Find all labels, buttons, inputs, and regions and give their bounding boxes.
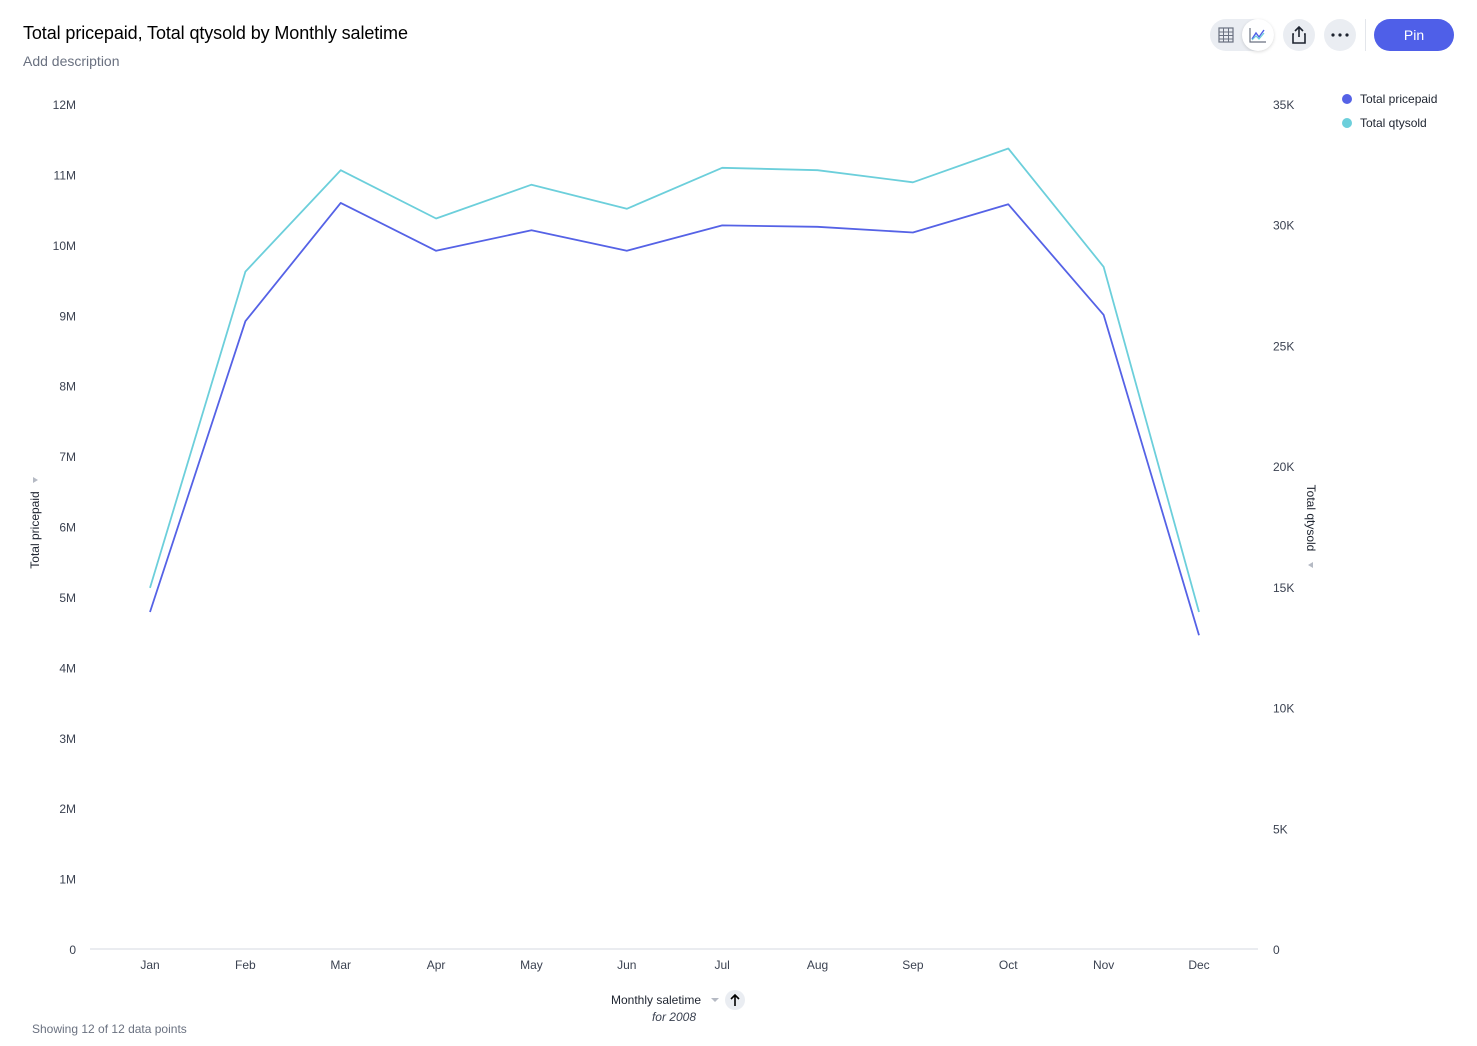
data-point[interactable]: [815, 224, 821, 230]
x-axis-tick-label: Jul: [715, 958, 730, 972]
sort-ascending-icon: [730, 993, 740, 1006]
x-axis-tick-label: Mar: [330, 958, 351, 972]
data-point[interactable]: [815, 167, 821, 173]
y-axis-tick-label: 4M: [59, 661, 76, 675]
y2-axis-tick-label: 25K: [1273, 339, 1294, 353]
x-axis-tick-label: Feb: [235, 958, 256, 972]
series-line-2[interactable]: [149, 147, 1200, 613]
x-axis-tick-label: Apr: [427, 958, 446, 972]
y2-axis-title[interactable]: Total qtysold: [1304, 485, 1318, 552]
y2-axis-tick-label: 15K: [1273, 581, 1294, 595]
y-axis-tick-label: 8M: [59, 380, 76, 394]
data-point[interactable]: [1005, 201, 1011, 207]
data-point[interactable]: [624, 248, 630, 254]
y2-axis-tick-label: 35K: [1273, 98, 1294, 112]
share-icon: [1292, 26, 1306, 44]
pin-button[interactable]: Pin: [1374, 19, 1454, 51]
data-point[interactable]: [1101, 312, 1107, 318]
y-axis-tick-label: 9M: [59, 309, 76, 323]
x-axis-tick-label: May: [520, 958, 543, 972]
x-axis-title[interactable]: Monthly saletime: [611, 993, 701, 1007]
data-point[interactable]: [528, 182, 534, 188]
share-button[interactable]: [1283, 19, 1315, 51]
data-point[interactable]: [433, 248, 439, 254]
x-axis-tick-label: Jan: [140, 958, 159, 972]
toolbar-divider: [1365, 19, 1366, 51]
y2-axis-tick-label: 20K: [1273, 460, 1294, 474]
data-point[interactable]: [719, 165, 725, 171]
data-point[interactable]: [719, 222, 725, 228]
y-axis-tick-label: 3M: [59, 732, 76, 746]
view-toggle[interactable]: [1210, 19, 1274, 51]
add-description-link[interactable]: Add description: [23, 53, 120, 69]
legend-marker: [1342, 94, 1352, 104]
data-point[interactable]: [147, 585, 153, 591]
x-axis-tick-label: Oct: [999, 958, 1018, 972]
y-axis-dropdown-icon[interactable]: [33, 477, 38, 483]
data-point[interactable]: [910, 179, 916, 185]
data-point[interactable]: [147, 609, 153, 615]
y-axis-tick-label: 12M: [53, 98, 76, 112]
y2-axis-tick-label: 5K: [1273, 822, 1288, 836]
data-points-status: Showing 12 of 12 data points: [32, 1022, 187, 1036]
more-icon: [1331, 33, 1349, 37]
x-axis-tick-label: Nov: [1093, 958, 1114, 972]
data-point[interactable]: [1196, 632, 1202, 638]
y2-axis-tick-label: 10K: [1273, 702, 1294, 716]
y-axis-tick-label: 1M: [59, 873, 76, 887]
y2-axis-tick-label: 0: [1273, 943, 1280, 957]
data-point[interactable]: [1196, 609, 1202, 615]
y-axis-tick-label: 10M: [53, 239, 76, 253]
y-axis-tick-label: 7M: [59, 450, 76, 464]
y-axis-tick-label: 11M: [54, 168, 76, 182]
y2-axis-dropdown-icon[interactable]: [1308, 562, 1313, 568]
data-point[interactable]: [338, 200, 344, 206]
data-point[interactable]: [338, 167, 344, 173]
y-axis-tick-label: 5M: [59, 591, 76, 605]
data-point[interactable]: [624, 206, 630, 212]
legend-label[interactable]: Total qtysold: [1360, 116, 1427, 130]
x-axis-tick-label: Sep: [902, 958, 924, 972]
legend-marker: [1342, 118, 1352, 128]
data-point[interactable]: [910, 229, 916, 235]
more-options-button[interactable]: [1324, 19, 1356, 51]
data-point[interactable]: [433, 215, 439, 221]
chart-title: Total pricepaid, Total qtysold by Monthl…: [23, 23, 408, 43]
data-point[interactable]: [242, 318, 248, 324]
y-axis-tick-label: 2M: [59, 802, 76, 816]
chart-view-button[interactable]: [1242, 19, 1274, 51]
chart-view-icon: [1249, 28, 1266, 43]
x-axis-dropdown-icon[interactable]: [711, 998, 719, 1002]
data-point[interactable]: [1101, 264, 1107, 270]
table-view-icon: [1218, 27, 1234, 43]
y-axis-tick-label: 0: [69, 943, 76, 957]
legend-label[interactable]: Total pricepaid: [1360, 92, 1437, 106]
data-point[interactable]: [1005, 145, 1011, 151]
y2-axis-tick-label: 30K: [1273, 219, 1294, 233]
y-axis-tick-label: 6M: [59, 521, 76, 535]
chart-toolbar: Pin: [1210, 19, 1454, 51]
x-axis-tick-label: Aug: [807, 958, 828, 972]
y-axis-title[interactable]: Total pricepaid: [28, 491, 42, 568]
x-axis-tick-label: Jun: [617, 958, 636, 972]
data-point[interactable]: [528, 227, 534, 233]
x-axis-subtitle: for 2008: [652, 1010, 696, 1024]
table-view-button[interactable]: [1210, 19, 1242, 51]
x-axis-tick-label: Dec: [1188, 958, 1209, 972]
series-line-1[interactable]: [149, 201, 1200, 636]
data-point[interactable]: [242, 269, 248, 275]
